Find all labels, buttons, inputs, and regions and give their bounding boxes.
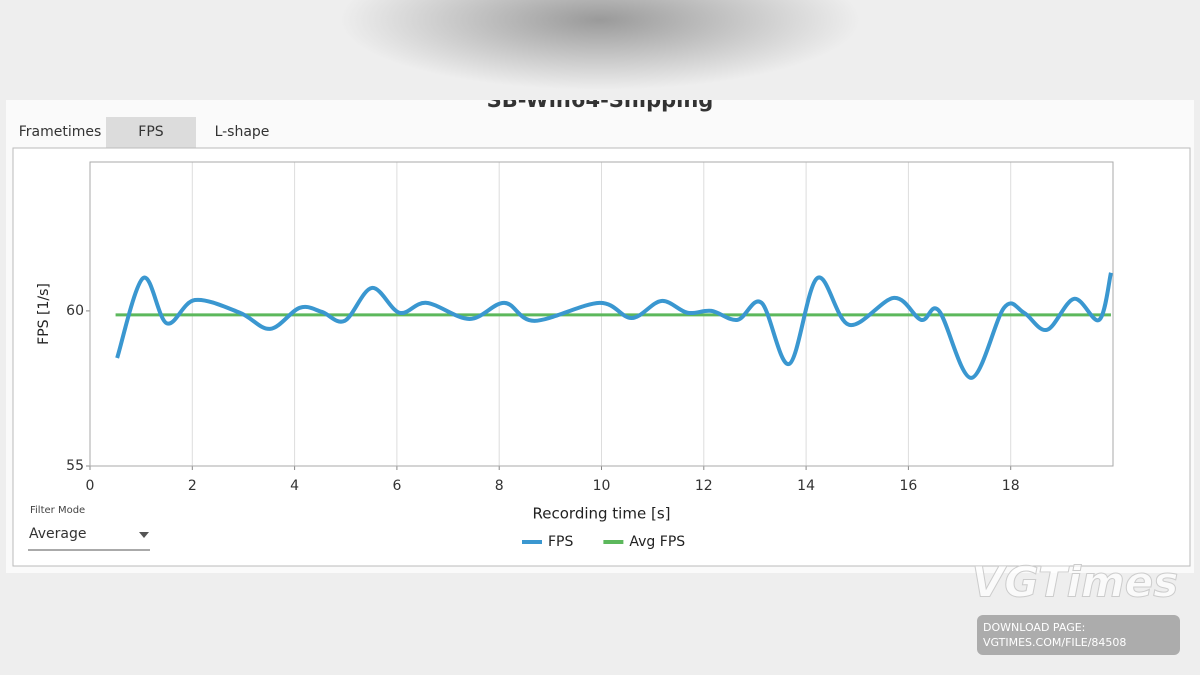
chart: 0 2 4 6 8 10 12 14 16 18 55 60 Recording time [s] FPS… [36, 161, 1114, 550]
x-tick-label: 14 [797, 478, 815, 494]
tab[interactable]: L-shape [215, 124, 270, 140]
watermark-brand: VGTimes [972, 558, 1179, 607]
x-tick-label: 18 [1002, 478, 1020, 494]
window-title: SB-Win64-Shipping [487, 88, 714, 112]
plot-border [89, 161, 1114, 467]
tab[interactable]: FPS [138, 124, 163, 140]
x-tick-label: 0 [86, 478, 95, 494]
y-tick-label: 55 [66, 458, 84, 474]
legend-label: FPS [548, 534, 573, 550]
y-axis-label: FPS [1/s] [36, 283, 52, 345]
x-tick-label: 2 [188, 478, 197, 494]
x-tick-label: 6 [392, 478, 401, 494]
legend-label: Avg FPS [629, 534, 685, 550]
x-tick-label: 12 [695, 478, 713, 494]
x-tick-label: 10 [593, 478, 611, 494]
watermark-text: VGTIMES.COM/FILE/84508 [983, 636, 1126, 649]
x-axis-label: Recording time [s] [533, 505, 671, 523]
tab[interactable]: Frametimes [19, 124, 102, 140]
x-tick-label: 8 [495, 478, 504, 494]
line-series [115, 272, 1113, 380]
active-tab-bg [106, 117, 196, 148]
watermark-box [977, 615, 1180, 655]
x-tick-label: 16 [899, 478, 917, 494]
filter-value[interactable]: Average [29, 526, 87, 542]
watermark-text: DOWNLOAD PAGE: [983, 621, 1085, 634]
dropdown-arrow [139, 532, 149, 538]
filter-label: Filter Mode [30, 505, 85, 516]
y-tick-label: 60 [66, 303, 84, 319]
x-tick-label: 4 [290, 478, 299, 494]
